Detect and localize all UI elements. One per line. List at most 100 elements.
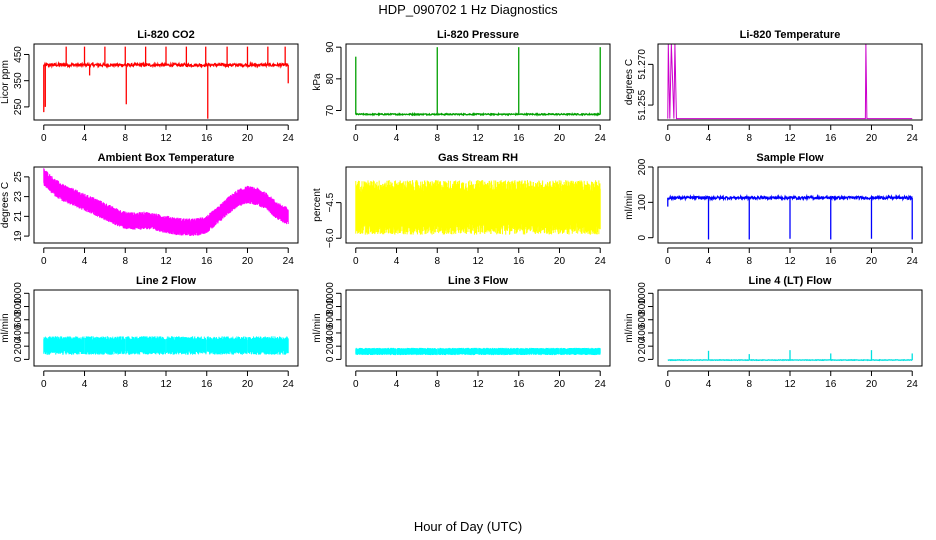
x-tick-label: 24 bbox=[595, 379, 607, 390]
data-area bbox=[667, 193, 913, 240]
x-tick-label: 20 bbox=[866, 133, 878, 144]
data-series bbox=[667, 44, 913, 120]
y-axis-label: ml/min bbox=[0, 313, 11, 342]
x-tick-label: 8 bbox=[122, 256, 128, 267]
y-tick-label: 19 bbox=[13, 230, 24, 242]
y-tick-label: 51.255 bbox=[637, 89, 648, 120]
x-tick-label: 0 bbox=[665, 256, 671, 267]
x-tick-label: 20 bbox=[866, 256, 878, 267]
x-tick-label: 24 bbox=[283, 256, 295, 267]
x-tick-label: 20 bbox=[242, 256, 254, 267]
y-tick-label: 23 bbox=[13, 191, 24, 203]
x-tick-label: 0 bbox=[41, 256, 47, 267]
y-tick-label: 80 bbox=[325, 73, 336, 85]
x-tick-label: 16 bbox=[825, 133, 837, 144]
x-tick-label: 24 bbox=[907, 379, 919, 390]
panel-title: Sample Flow bbox=[756, 152, 824, 164]
x-tick-label: 24 bbox=[595, 256, 607, 267]
x-tick-label: 8 bbox=[122, 133, 128, 144]
panel: Li-820 Pressure 0 4 8 12 16 20 24 70 80 90 kPa bbox=[312, 29, 611, 144]
data-area bbox=[355, 47, 601, 117]
x-tick-label: 16 bbox=[825, 256, 837, 267]
plot-frame bbox=[345, 43, 611, 121]
y-tick-label: 1000 bbox=[325, 282, 336, 305]
y-axis-label: ml/min bbox=[312, 313, 323, 342]
x-tick-label: 4 bbox=[82, 379, 88, 390]
y-tick-label: 350 bbox=[13, 72, 24, 89]
panel-title: Line 3 Flow bbox=[448, 275, 508, 287]
x-tick-label: 8 bbox=[434, 133, 440, 144]
x-tick-label: 20 bbox=[242, 133, 254, 144]
x-tick-label: 16 bbox=[513, 379, 525, 390]
y-tick-label: 200 bbox=[637, 337, 648, 354]
x-tick-label: 0 bbox=[353, 256, 359, 267]
panel-title: Gas Stream RH bbox=[438, 152, 518, 164]
y-tick-label: −4.5 bbox=[325, 192, 336, 212]
y-axis-label: percent bbox=[312, 188, 323, 222]
y-tick-label: 600 bbox=[325, 311, 336, 328]
data-area bbox=[43, 168, 289, 237]
y-tick-label: 1000 bbox=[13, 282, 24, 305]
x-tick-label: 12 bbox=[472, 379, 484, 390]
x-tick-label: 8 bbox=[746, 379, 752, 390]
x-tick-label: 16 bbox=[201, 256, 213, 267]
data-area bbox=[43, 336, 289, 355]
data-area bbox=[667, 350, 913, 362]
y-tick-label: 90 bbox=[325, 41, 336, 53]
x-tick-label: 8 bbox=[746, 133, 752, 144]
data-band bbox=[43, 168, 289, 237]
y-tick-label: 800 bbox=[325, 298, 336, 315]
y-tick-label: 70 bbox=[325, 105, 336, 117]
panel: Line 4 (LT) Flow 0 4 8 12 16 20 24 0 200400600800… bbox=[624, 275, 923, 390]
x-tick-label: 24 bbox=[907, 133, 919, 144]
x-tick-label: 24 bbox=[595, 133, 607, 144]
y-tick-label: 0 bbox=[637, 234, 648, 240]
panel: Li-820 Temperature 0 4 8 12 16 20 24 51.255 51.27… bbox=[624, 29, 923, 144]
panel-title: Li-820 Temperature bbox=[740, 29, 841, 41]
data-band bbox=[43, 336, 289, 355]
x-tick-label: 16 bbox=[201, 379, 213, 390]
y-tick-label: 100 bbox=[637, 194, 648, 211]
y-tick-label: 200 bbox=[637, 158, 648, 175]
x-tick-label: 4 bbox=[394, 379, 400, 390]
x-tick-label: 12 bbox=[472, 256, 484, 267]
panel-title: Li-820 Pressure bbox=[437, 29, 519, 41]
data-area bbox=[355, 180, 601, 235]
y-axis-label: kPa bbox=[312, 73, 323, 91]
x-tick-label: 0 bbox=[41, 379, 47, 390]
y-tick-label: 21 bbox=[13, 210, 24, 222]
panel-title: Li-820 CO2 bbox=[137, 29, 194, 41]
x-tick-label: 20 bbox=[554, 133, 566, 144]
x-tick-label: 0 bbox=[665, 133, 671, 144]
plot-frame bbox=[657, 43, 923, 121]
x-tick-label: 0 bbox=[41, 133, 47, 144]
x-tick-label: 24 bbox=[283, 379, 295, 390]
plot-frame bbox=[345, 166, 611, 244]
x-tick-label: 4 bbox=[394, 256, 400, 267]
y-tick-label: 250 bbox=[13, 98, 24, 115]
x-tick-label: 8 bbox=[434, 379, 440, 390]
plot-frame bbox=[33, 289, 299, 367]
panel: Line 2 Flow 0 4 8 12 16 20 24 0 2004006008001000m… bbox=[0, 275, 299, 390]
y-tick-label: 450 bbox=[13, 46, 24, 63]
plot-frame bbox=[33, 43, 299, 121]
y-axis-label: degrees C bbox=[624, 59, 635, 105]
y-tick-label: 0 bbox=[325, 356, 336, 362]
plot-frame bbox=[33, 166, 299, 244]
x-tick-label: 4 bbox=[706, 133, 712, 144]
data-area bbox=[667, 44, 913, 120]
y-axis-label: Licor ppm bbox=[0, 60, 11, 104]
y-tick-label: 51.270 bbox=[637, 49, 648, 80]
panel: Line 3 Flow 0 4 8 12 16 20 24 0 2004006008001000m… bbox=[312, 275, 611, 390]
panel-title: Line 2 Flow bbox=[136, 275, 196, 287]
panel-title: Ambient Box Temperature bbox=[98, 152, 235, 164]
y-tick-label: 800 bbox=[13, 298, 24, 315]
x-tick-label: 16 bbox=[825, 379, 837, 390]
y-tick-label: 1000 bbox=[637, 282, 648, 305]
y-axis-label: ml/min bbox=[624, 190, 635, 219]
x-tick-label: 4 bbox=[82, 133, 88, 144]
x-tick-label: 20 bbox=[554, 256, 566, 267]
